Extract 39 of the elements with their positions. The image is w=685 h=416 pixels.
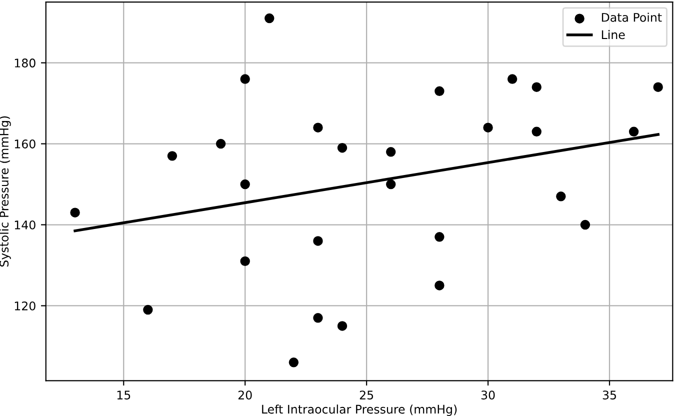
point <box>483 122 493 132</box>
point <box>337 321 348 331</box>
x-tick-label: 30 <box>481 390 495 400</box>
x-tick-label: 15 <box>117 390 130 400</box>
point <box>434 280 444 290</box>
point <box>313 122 323 132</box>
point <box>167 151 178 161</box>
point <box>240 74 250 84</box>
point <box>507 74 518 84</box>
x-axis-title: Left Intraocular Pressure (mmHg) <box>262 404 457 416</box>
point <box>434 86 444 96</box>
point <box>264 13 274 24</box>
x-tick-label: 20 <box>238 390 252 400</box>
point <box>337 142 348 153</box>
point <box>240 256 250 266</box>
point <box>313 313 323 323</box>
point <box>386 179 396 190</box>
point <box>313 236 323 246</box>
point <box>143 304 153 315</box>
point <box>386 147 396 157</box>
point <box>240 179 250 190</box>
point <box>434 232 444 242</box>
y-tick-label: 180 <box>14 58 36 68</box>
point <box>532 126 542 136</box>
y-tick-label: 120 <box>14 301 36 310</box>
point <box>216 138 226 149</box>
legend-label: Line <box>602 30 625 40</box>
x-tick-label: 25 <box>360 390 374 400</box>
point <box>580 220 590 230</box>
point <box>70 208 80 218</box>
y-tick-label: 160 <box>14 140 36 148</box>
point <box>653 82 663 92</box>
point <box>628 126 639 136</box>
legend-label: Data Point <box>602 12 662 22</box>
x-tick-label: 35 <box>602 390 616 400</box>
point <box>288 358 299 368</box>
y-tick-label: 140 <box>14 220 36 230</box>
point <box>556 192 566 202</box>
point <box>532 82 542 92</box>
